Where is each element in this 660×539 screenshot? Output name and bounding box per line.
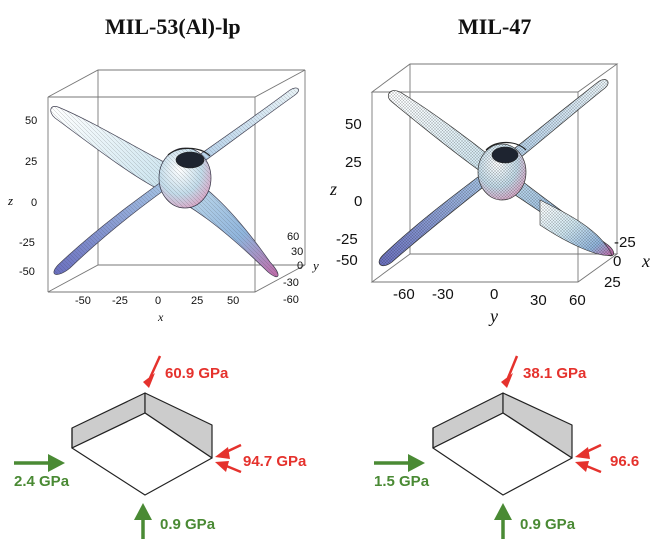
plot-right-x-label: x [641,251,650,271]
diagram-right-top-arrow [501,355,519,388]
plot-left-z-tick-1: 50 [25,115,37,127]
plot-left-y-tick-2: 30 [291,246,303,258]
diagram-right-cuboid [432,392,573,496]
plot-left: 50 25 0 -25 -50 z -50 -25 0 25 50 x 60 3… [7,69,319,324]
plot-right-y-tick-1: -60 [393,286,415,303]
plot-right-box-frame [370,63,619,283]
plot-left-z-ticks: 50 25 0 -25 -50 z [7,115,37,278]
plot-left-x-tick-5: 50 [227,295,239,307]
diagram-left-top-label: 60.9 GPa [165,365,229,382]
plot-left-x-tick-3: 0 [155,295,161,307]
title-left: MIL-53(Al)-lp [105,14,241,39]
diagram-left-left-arrow [14,454,65,472]
diagram-left-top-arrow [143,355,162,388]
plot-left-x-label: x [157,310,164,324]
plot-left-y-ticks: 60 30 0 -30 -60 y [283,231,319,306]
plot-right-z-ticks: 50 25 0 -25 -50 z [329,116,362,269]
plot-left-z-tick-4: -25 [19,237,35,249]
plot-left-x-ticks: -50 -25 0 25 50 x [75,295,239,324]
plot-left-y-tick-1: 60 [287,231,299,243]
diagram-right: 38.1 GPa 96.6 1.5 GPa 0.9 GPa [374,355,639,539]
plot-right: 50 25 0 -25 -50 z -60 -30 0 30 60 y -25 … [329,63,650,326]
diagram-left-bottom-label: 0.9 GPa [160,516,216,533]
plot-left-y-tick-5: -60 [283,294,299,306]
plot-right-z-label: z [329,179,337,199]
diagram-right-left-arrow [374,454,425,472]
plot-right-y-tick-3: 0 [490,286,498,303]
diagram-right-top-label: 38.1 GPa [523,365,587,382]
plot-right-x-tick-3: 25 [604,274,621,291]
plot-right-z-tick-4: -25 [336,231,358,248]
plot-right-x-ticks: -25 0 25 x [604,234,650,291]
plot-left-z-label: z [7,193,13,208]
plot-right-y-label: y [488,306,498,326]
plot-left-z-tick-2: 25 [25,156,37,168]
plot-right-y-tick-2: -30 [432,286,454,303]
plot-right-z-tick-3: 0 [354,193,362,210]
plot-right-y-ticks: -60 -30 0 30 60 y [393,286,586,326]
plot-left-elastic-surface [50,87,299,278]
diagram-right-bottom-arrow [494,503,512,539]
plot-left-y-tick-3: 0 [297,260,303,272]
plot-left-x-tick-4: 25 [191,295,203,307]
diagram-left-right-label: 94.7 GPa [243,453,307,470]
plot-right-z-tick-5: -50 [336,252,358,269]
plot-right-elastic-surface [378,79,615,267]
diagram-left-right-arrows [215,443,242,474]
title-right: MIL-47 [458,14,532,39]
diagram-right-left-label: 1.5 GPa [374,473,430,490]
plot-left-z-tick-3: 0 [31,197,37,209]
diagram-left-cuboid [71,392,213,496]
diagram-right-right-label: 96.6 [610,453,639,470]
plot-right-z-tick-1: 50 [345,116,362,133]
diagram-left: 60.9 GPa 94.7 GPa 2.4 GPa 0.9 GPa [14,355,307,539]
plot-left-y-tick-4: -30 [283,277,299,289]
plot-left-z-tick-5: -50 [19,266,35,278]
plot-right-z-tick-2: 25 [345,154,362,171]
plot-left-x-tick-1: -50 [75,295,91,307]
plot-right-x-tick-2: 0 [613,253,621,270]
plot-left-x-tick-2: -25 [112,295,128,307]
diagram-left-bottom-arrow [134,503,152,539]
diagram-left-left-label: 2.4 GPa [14,473,70,490]
diagram-right-right-arrows [575,443,602,474]
plot-right-y-tick-5: 60 [569,292,586,309]
diagram-right-bottom-label: 0.9 GPa [520,516,576,533]
plot-left-y-label: y [311,258,319,273]
plot-right-y-tick-4: 30 [530,292,547,309]
plot-right-x-tick-1: -25 [614,234,636,251]
